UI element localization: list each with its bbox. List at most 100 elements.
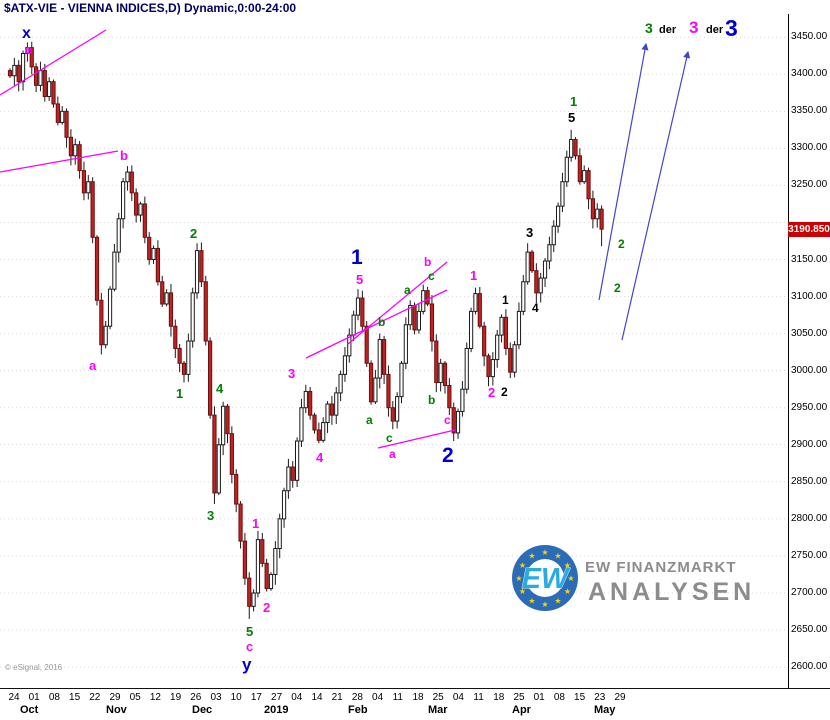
candle: [273, 548, 278, 575]
star-icon: ★: [519, 561, 526, 570]
candle: [251, 592, 256, 607]
wave-label[interactable]: 1: [502, 293, 509, 307]
projection-arrow[interactable]: [621, 50, 691, 341]
month-label: Feb: [348, 704, 368, 716]
candle: [29, 47, 34, 68]
wave-label[interactable]: 2: [263, 600, 270, 615]
wave-label[interactable]: 5: [246, 624, 253, 639]
candle: [190, 292, 195, 342]
candle: [303, 390, 308, 409]
wave-label[interactable]: 2: [618, 237, 625, 251]
wave-label[interactable]: 1: [252, 516, 259, 531]
candle: [473, 293, 478, 312]
wave-label[interactable]: 1: [351, 246, 363, 269]
wave-label[interactable]: c: [246, 639, 253, 654]
candle: [94, 236, 100, 301]
wave-label[interactable]: der: [659, 24, 677, 36]
wave-label[interactable]: x: [22, 25, 31, 42]
candle: [151, 247, 156, 261]
wave-label[interactable]: 2: [614, 281, 621, 295]
wave-label[interactable]: 2: [501, 385, 508, 399]
wave-label[interactable]: der: [706, 24, 724, 36]
candle: [186, 340, 191, 375]
candle: [447, 385, 452, 409]
candle: [147, 236, 152, 261]
wave-label[interactable]: c: [444, 413, 451, 427]
wave-label[interactable]: b: [424, 255, 431, 269]
wave-label[interactable]: c: [428, 269, 435, 283]
candle: [429, 303, 435, 342]
wave-label[interactable]: 5: [356, 272, 363, 287]
candle: [564, 156, 569, 183]
candle: [325, 403, 330, 424]
star-icon: ★: [515, 574, 522, 583]
wave-label[interactable]: c: [386, 431, 393, 445]
star-icon: ★: [528, 597, 535, 606]
candle: [199, 250, 204, 283]
wave-label[interactable]: 2: [442, 444, 454, 467]
candle: [434, 340, 439, 384]
candle: [51, 81, 56, 105]
wave-label[interactable]: 3: [526, 225, 533, 240]
date-tick: 15: [69, 692, 81, 703]
candle: [129, 171, 134, 194]
candle: [560, 181, 565, 207]
star-icon: ★: [567, 574, 574, 583]
wave-label[interactable]: 4: [316, 450, 324, 465]
wave-label[interactable]: 4: [216, 381, 224, 396]
wave-label[interactable]: 1: [470, 268, 477, 283]
candle: [390, 407, 395, 422]
price-axis[interactable]: 3450.00 3400.00 3350.00 3300.00 3250.00 3150.…: [790, 15, 830, 688]
wave-label[interactable]: 3: [645, 20, 653, 36]
candle: [99, 299, 104, 346]
time-axis[interactable]: 24 01 08 15 22 29 05 12 19 26 03 10 17 27 04 14 21 28 04 11…: [0, 688, 830, 720]
wave-label[interactable]: 2: [190, 226, 197, 241]
candle: [408, 304, 413, 326]
wave-label[interactable]: a: [389, 447, 396, 461]
candle: [234, 473, 239, 505]
wave-label[interactable]: b: [120, 148, 128, 163]
date-tick: 14: [311, 692, 323, 703]
candle: [547, 244, 552, 262]
candle: [34, 66, 39, 86]
wave-label[interactable]: a: [89, 358, 97, 373]
candle: [599, 208, 604, 230]
candle: [295, 440, 300, 481]
trendline[interactable]: [305, 289, 448, 359]
wave-label[interactable]: 5: [568, 110, 575, 125]
wave-label[interactable]: a: [404, 283, 411, 297]
candle: [329, 403, 334, 416]
wave-label[interactable]: 4: [532, 301, 539, 315]
candle: [342, 355, 348, 375]
date-tick: 01: [28, 692, 40, 703]
candle: [395, 396, 400, 422]
price-axis-label: 2650.00: [791, 624, 828, 636]
wave-label[interactable]: b: [378, 315, 385, 329]
candle: [16, 64, 21, 83]
wave-label[interactable]: a: [366, 413, 373, 427]
month-label: 2019: [264, 704, 289, 716]
wave-label[interactable]: 2: [488, 385, 495, 400]
wave-label[interactable]: 3: [207, 508, 214, 523]
trendline[interactable]: [347, 261, 448, 345]
wave-label[interactable]: e: [25, 42, 32, 57]
trendline[interactable]: [0, 29, 107, 96]
date-tick: 11: [473, 692, 484, 703]
candle: [225, 405, 230, 435]
wave-label[interactable]: 1: [176, 386, 183, 401]
date-tick: 28: [351, 692, 363, 703]
star-icon: ★: [564, 561, 571, 570]
wave-label[interactable]: 3: [288, 366, 295, 381]
wave-label[interactable]: 3: [725, 15, 738, 41]
wave-label[interactable]: 1: [570, 94, 577, 109]
candle: [355, 297, 361, 316]
candle: [482, 325, 487, 357]
trendline[interactable]: [0, 150, 119, 173]
trendline[interactable]: [377, 429, 456, 449]
wave-label[interactable]: b: [428, 393, 435, 407]
projection-arrow[interactable]: [598, 42, 649, 301]
wave-label[interactable]: 3: [689, 18, 698, 37]
last-price-badge: 3190.850: [788, 222, 830, 237]
wave-label[interactable]: y: [242, 655, 252, 674]
